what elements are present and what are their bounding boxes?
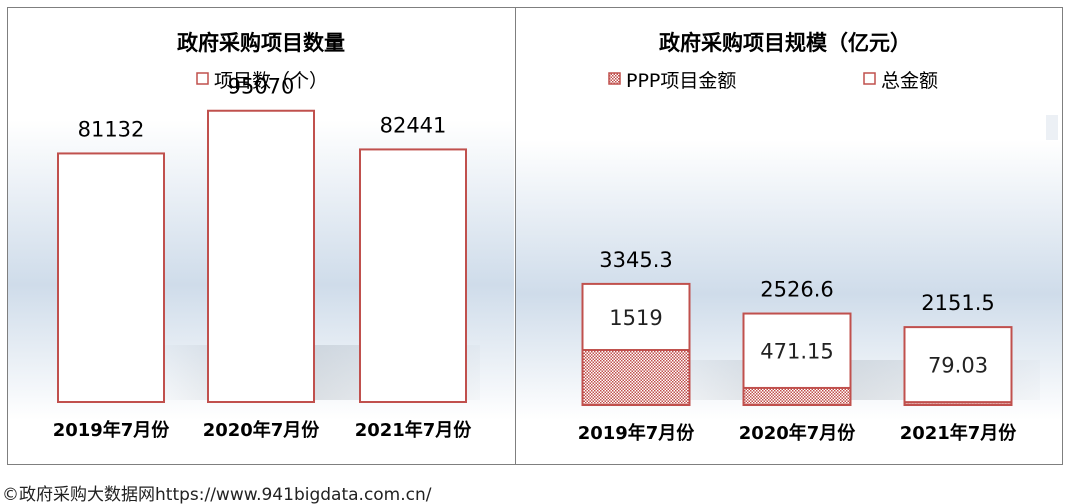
left-bar-value-label: 95070 xyxy=(228,75,295,99)
right-chart-title: 政府采购项目规模（亿元） xyxy=(659,31,911,55)
right-total-value-label: 2151.5 xyxy=(921,291,994,315)
right-ppp-value-label: 79.03 xyxy=(928,354,988,378)
right-category-label: 2021年7月份 xyxy=(900,422,1018,444)
right-ppp-bar-3 xyxy=(903,401,1013,406)
left-category-label: 2020年7月份 xyxy=(203,419,321,441)
right-category-label: 2019年7月份 xyxy=(578,422,696,444)
left-bar-value-label: 82441 xyxy=(380,113,447,137)
chart-frame xyxy=(7,7,1063,465)
right-category-label: 2020年7月份 xyxy=(739,422,857,444)
panel-divider xyxy=(515,7,516,465)
right-total-value-label: 3345.3 xyxy=(599,248,672,272)
right-ppp-value-label: 1519 xyxy=(609,306,662,330)
right-ppp-bar-1 xyxy=(581,349,691,407)
source-credit: ©政府采购大数据网https://www.941bigdata.com.cn/ xyxy=(2,485,432,504)
right-total-bar-3 xyxy=(903,326,1013,406)
left-bar-value-label: 81132 xyxy=(78,117,145,141)
left-chart: 政府采购项目数量 项目数（个） 81132 2019年7月份 95070 2020年7… xyxy=(8,31,514,441)
left-bars-group: 81132 2019年7月份 95070 2020年7月份 82441 2021年7月份 xyxy=(53,75,473,441)
left-bar-3 xyxy=(359,148,467,403)
right-bars-group: 3345.3 1519 2019年7月份 2526.6 471.15 2020年7月份 21… xyxy=(578,248,1018,444)
left-bar-1 xyxy=(57,152,165,403)
right-legend-total-label: 总金额 xyxy=(881,70,938,92)
left-bar-2 xyxy=(207,109,315,404)
right-total-value-label: 2526.6 xyxy=(760,278,833,302)
right-ppp-bar-2 xyxy=(742,386,852,406)
left-category-label: 2019年7月份 xyxy=(53,419,171,441)
right-legend-ppp-swatch xyxy=(608,72,621,85)
left-legend-swatch xyxy=(196,72,209,85)
right-chart: 政府采购项目规模（亿元） PPP项目金额 总金额 3345.3 1519 2019年… xyxy=(516,31,1062,444)
right-legend-ppp-label: PPP项目金额 xyxy=(626,70,736,92)
right-legend-total-swatch xyxy=(863,72,876,85)
left-chart-title: 政府采购项目数量 xyxy=(177,31,345,55)
right-ppp-value-label: 471.15 xyxy=(760,340,833,364)
left-legend-label: 项目数（个） xyxy=(214,70,328,92)
left-category-label: 2021年7月份 xyxy=(355,419,473,441)
